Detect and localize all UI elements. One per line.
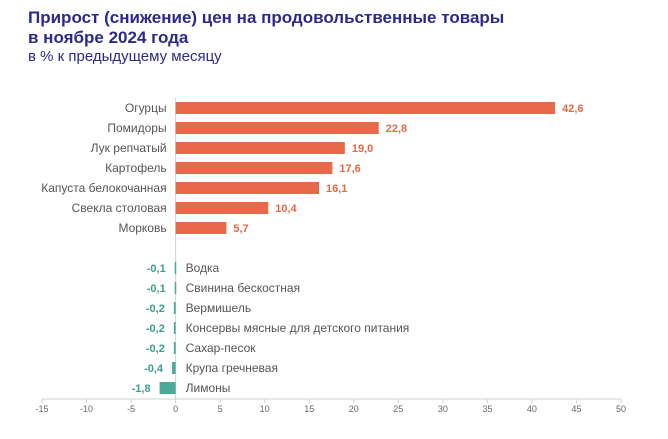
- x-tick-label: 25: [393, 404, 403, 414]
- bar: [173, 322, 176, 334]
- category-label: Водка: [186, 261, 220, 275]
- category-label: Свекла столовая: [72, 201, 167, 215]
- data-label: -0,1: [147, 283, 166, 295]
- bar: [175, 222, 227, 234]
- bar: [159, 382, 176, 394]
- category-label: Сахар-песок: [186, 341, 257, 355]
- data-label: -0,4: [144, 363, 164, 375]
- category-label: Свинина бескостная: [186, 281, 300, 295]
- bar: [173, 302, 176, 314]
- bar: [174, 262, 177, 274]
- bar: [174, 282, 177, 294]
- category-label: Лук репчатый: [91, 141, 167, 155]
- x-tick-label: -10: [80, 404, 93, 414]
- bar: [175, 122, 379, 134]
- category-label: Огурцы: [125, 101, 167, 115]
- category-label: Вермишель: [186, 301, 251, 315]
- x-tick-label: 10: [260, 404, 270, 414]
- bar: [175, 142, 345, 154]
- x-tick-label: 40: [527, 404, 537, 414]
- bar: [173, 342, 176, 354]
- x-tick-label: 30: [438, 404, 448, 414]
- category-label: Капуста белокочанная: [41, 181, 166, 195]
- bar: [172, 362, 176, 374]
- data-label: -0,1: [147, 263, 166, 275]
- chart-title-line2: в ноябре 2024 года: [28, 28, 189, 47]
- data-label: -1,8: [132, 383, 151, 395]
- data-label: 5,7: [233, 223, 248, 235]
- x-tick-label: 20: [349, 404, 359, 414]
- chart-title: Прирост (снижение) цен на продовольствен…: [28, 8, 504, 48]
- category-label: Морковь: [118, 221, 166, 235]
- data-label: 22,8: [386, 123, 407, 135]
- bar: [175, 202, 269, 214]
- chart-title-line1: Прирост (снижение) цен на продовольствен…: [28, 8, 505, 27]
- data-label: 42,6: [562, 103, 583, 115]
- category-label: Крупа гречневая: [186, 361, 278, 375]
- data-label: -0,2: [146, 303, 165, 315]
- x-tick-label: 35: [482, 404, 492, 414]
- data-label: 17,6: [339, 163, 360, 175]
- bar: [175, 182, 320, 194]
- category-label: Помидоры: [107, 121, 166, 135]
- data-label: 19,0: [352, 143, 373, 155]
- category-label: Лимоны: [186, 381, 231, 395]
- data-label: -0,2: [146, 323, 165, 335]
- chart-subtitle: в % к предыдущему месяцу: [28, 48, 222, 65]
- data-label: -0,2: [146, 343, 165, 355]
- x-tick-label: -5: [127, 404, 135, 414]
- x-tick-label: -15: [35, 404, 48, 414]
- x-tick-label: 50: [616, 404, 626, 414]
- x-tick-label: 0: [173, 404, 178, 414]
- x-tick-label: 45: [571, 404, 581, 414]
- category-label: Консервы мясные для детского питания: [186, 321, 410, 335]
- data-label: 10,4: [275, 203, 297, 215]
- x-tick-label: 5: [218, 404, 223, 414]
- bar: [175, 102, 556, 114]
- data-label: 16,1: [326, 183, 347, 195]
- category-label: Картофель: [105, 161, 167, 175]
- x-tick-label: 15: [304, 404, 314, 414]
- bar: [175, 162, 333, 174]
